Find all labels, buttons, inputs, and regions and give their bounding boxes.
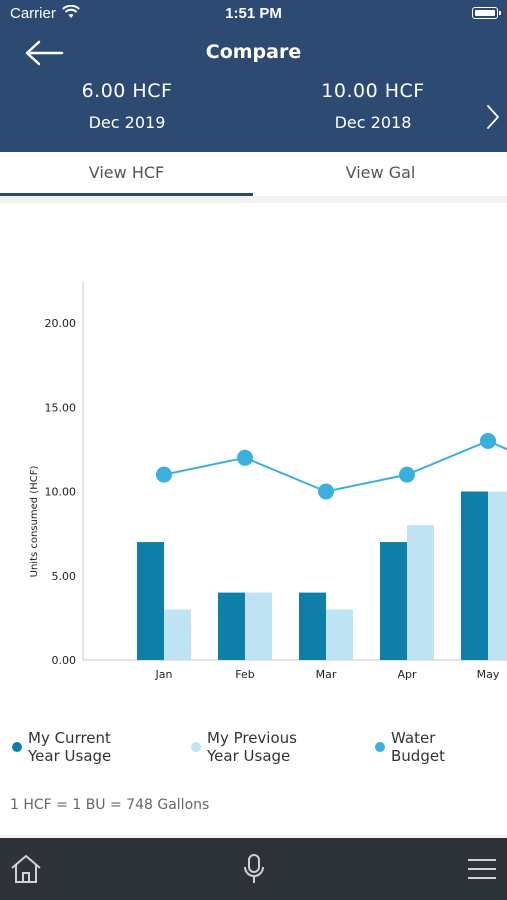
water-budget-point (237, 449, 253, 466)
legend-budget-dot (375, 742, 385, 752)
conversion-note: 1 HCF = 1 BU = 748 Gallons (10, 797, 210, 813)
legend-budget-line1: Water (391, 729, 436, 747)
bar-previous-year (245, 592, 272, 660)
legend-previous-usage: My Previous Year Usage (191, 729, 297, 765)
bar-current-year (218, 592, 245, 660)
bar-current-year (299, 592, 326, 660)
bar-current-year (461, 491, 488, 660)
y-tick-label: 5.00 (52, 570, 77, 583)
compare-header: Compare 6.00 HCF Dec 2019 10.00 HCF Dec … (0, 28, 507, 152)
water-budget-line (163, 439, 507, 493)
legend-previous-line1: My Previous (207, 729, 297, 747)
wifi-icon (62, 5, 80, 18)
back-arrow-icon[interactable] (22, 38, 66, 68)
y-tick-label: 10.00 (45, 486, 77, 499)
water-budget-point (156, 466, 172, 483)
x-tick-label: Jan (155, 668, 173, 681)
y-tick-label: 20.00 (45, 317, 77, 330)
water-budget-point (480, 432, 496, 449)
battery-icon (472, 7, 501, 19)
bottom-nav (0, 838, 507, 900)
x-tick-label: Mar (316, 668, 337, 681)
water-budget-point (399, 466, 415, 483)
previous-period-date: Dec 2018 (334, 113, 412, 132)
legend-water-budget: Water Budget (375, 729, 445, 765)
legend-current-usage: My Current Year Usage (12, 729, 111, 765)
chevron-right-icon[interactable] (485, 104, 501, 130)
x-tick-label: Apr (397, 668, 417, 681)
y-tick-label: 15.00 (45, 401, 77, 414)
status-bar: Carrier 1:51 PM (0, 0, 507, 28)
bar-previous-year (164, 609, 191, 660)
bar-previous-year (407, 525, 434, 660)
page-title: Compare (205, 41, 302, 63)
bar-current-year (380, 542, 407, 660)
bar-previous-year (488, 491, 507, 660)
water-budget-point (318, 483, 334, 500)
bar-previous-year (326, 609, 353, 660)
x-tick-label: May (477, 668, 500, 681)
chart-panel: 0.00 5.00 10.00 15.00 20.00 Units consumed (H… (0, 203, 507, 835)
microphone-icon[interactable] (237, 852, 271, 886)
legend-budget-line2: Budget (391, 747, 445, 765)
y-tick-label: 0.00 (52, 654, 77, 667)
legend-current-dot (12, 742, 22, 752)
carrier-label: Carrier (10, 5, 56, 22)
status-time: 1:51 PM (225, 5, 282, 22)
tab-view-gal[interactable]: View Gal (345, 163, 416, 182)
previous-period-value: 10.00 HCF (321, 80, 425, 102)
previous-period: 10.00 HCF Dec 2018 (273, 80, 473, 132)
menu-icon[interactable] (465, 852, 499, 886)
legend-current-line1: My Current (28, 729, 111, 747)
y-axis-label: Units consumed (HCF) (29, 466, 40, 578)
legend-previous-dot (191, 742, 201, 752)
tab-view-hcf[interactable]: View HCF (0, 152, 253, 196)
unit-tabs: View HCF View Gal (0, 152, 507, 196)
usage-chart: 0.00 5.00 10.00 15.00 20.00 Units consumed (H… (29, 281, 507, 681)
current-period: 6.00 HCF Dec 2019 (27, 80, 227, 132)
home-icon[interactable] (9, 852, 43, 886)
current-period-value: 6.00 HCF (81, 80, 173, 102)
legend-previous-line2: Year Usage (207, 747, 291, 765)
legend-current-line2: Year Usage (28, 747, 112, 765)
current-period-date: Dec 2019 (88, 113, 166, 132)
bar-current-year (137, 542, 164, 660)
x-tick-label: Feb (235, 668, 254, 681)
